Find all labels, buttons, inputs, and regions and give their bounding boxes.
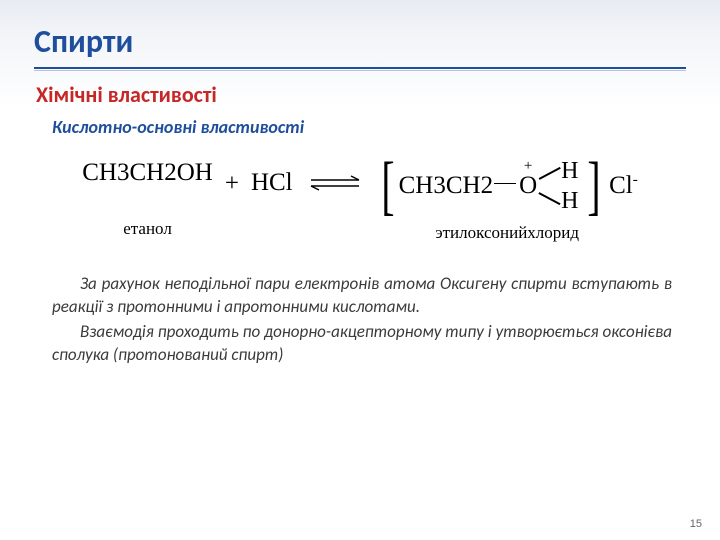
product-prefix: CH3CH2 [399,172,493,200]
single-bond [494,183,516,185]
subsection-heading: Кислотно-основні властивості [52,116,686,138]
positive-charge: + [524,158,532,175]
section-heading: Хімічні властивості [36,81,686,108]
oxygen-center: O + H H [517,172,539,200]
plus-sign: + [225,170,239,198]
product-label: этилоксонийхлорид [435,223,579,243]
equilibrium-arrow [305,172,365,199]
title-underline [34,67,686,71]
bond-down [539,192,561,205]
body-text: За рахунок неподільної пари електронів а… [52,273,672,367]
slide-title: Спирти [34,22,686,61]
hydrogen-up: H [561,158,578,185]
reagent-hcl: HCl [251,170,293,195]
reagent-ethanol: CH3CH2OH етанол [82,160,213,239]
ethanol-label: етанол [123,219,172,239]
hcl-formula: HCl [251,170,293,195]
paragraph-1: За рахунок неподільної пари електронів а… [52,273,672,319]
ethanol-formula: CH3CH2OH [82,159,213,186]
product-oxonium: [ CH3CH2 O + H H ] Cl- [377,156,638,243]
left-bracket: [ [381,156,394,215]
right-bracket: ] [588,156,601,215]
paragraph-2: Взаємодія проходить по донорно-акцепторн… [52,321,672,367]
hydrogen-down: H [561,188,578,215]
counterion: Cl- [609,172,638,200]
page-number: 15 [690,518,702,530]
bond-up [539,167,561,180]
reaction-scheme: CH3CH2OH етанол + HCl [ CH3CH2 O [34,156,686,243]
